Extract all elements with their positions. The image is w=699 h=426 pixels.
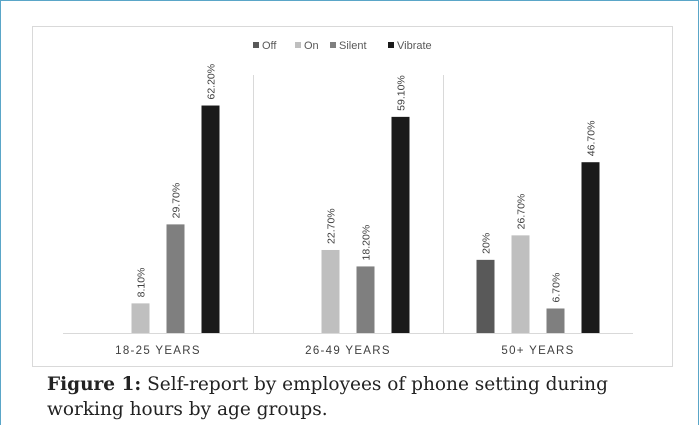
legend-label-vibrate: Vibrate	[397, 40, 432, 52]
figure-caption: Figure 1: Self-report by employees of ph…	[47, 372, 677, 422]
chart-area: Off On Silent Vibrate 18-25 YEARS 8.10% 29.70%…	[32, 26, 673, 367]
data-label: 8.10%	[136, 268, 148, 298]
bar-on-0	[131, 303, 150, 333]
legend-label-silent: Silent	[339, 40, 367, 52]
data-label: 20%	[481, 233, 493, 254]
bar-chart: Off On Silent Vibrate 18-25 YEARS 8.10% 29.70%…	[63, 40, 633, 357]
x-tick-label: 26-49 YEARS	[305, 345, 391, 357]
legend-swatch-vibrate	[388, 42, 394, 48]
data-label: 22.70%	[326, 208, 338, 244]
data-label: 26.70%	[516, 194, 528, 230]
bar-on-1	[321, 249, 340, 333]
legend-label-on: On	[304, 40, 319, 52]
caption-text: Self-report by employees of phone settin…	[47, 374, 608, 420]
caption-label: Figure 1:	[47, 374, 142, 395]
data-label: 29.70%	[171, 183, 183, 219]
bar-vibrate-1	[391, 116, 410, 333]
bar-silent-1	[356, 266, 375, 333]
bar-silent-2	[546, 308, 565, 333]
x-tick-label: 50+ YEARS	[501, 345, 574, 357]
data-label: 46.70%	[586, 121, 598, 157]
bar-vibrate-2	[581, 162, 600, 333]
bar-silent-0	[166, 224, 185, 333]
bar-vibrate-0	[201, 105, 220, 333]
data-label: 62.20%	[206, 64, 218, 100]
bar-off-2	[476, 259, 495, 333]
legend-swatch-off	[253, 42, 259, 48]
data-label: 6.70%	[551, 273, 563, 303]
data-label: 59.10%	[396, 75, 408, 111]
legend-swatch-on	[295, 42, 301, 48]
x-tick-label: 18-25 YEARS	[115, 345, 201, 357]
legend-label-off: Off	[262, 40, 277, 52]
legend-swatch-silent	[330, 42, 336, 48]
bar-on-2	[511, 235, 530, 333]
data-label: 18.20%	[361, 225, 373, 261]
